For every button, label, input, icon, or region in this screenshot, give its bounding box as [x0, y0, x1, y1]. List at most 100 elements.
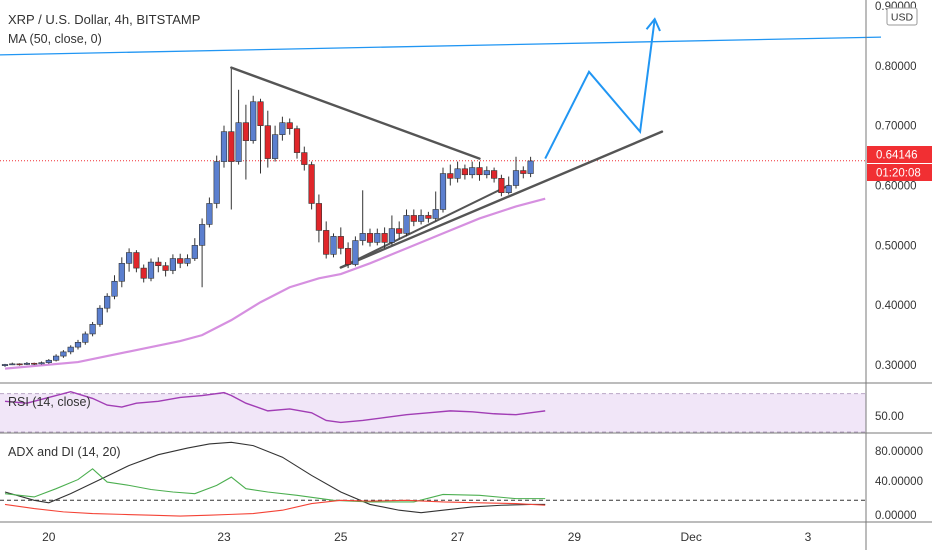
candle-body: [425, 215, 432, 219]
candle-down[interactable]: [177, 253, 184, 269]
candle-up[interactable]: [38, 361, 45, 365]
candle-up[interactable]: [147, 258, 155, 282]
candle-down[interactable]: [315, 194, 323, 243]
candle-down[interactable]: [228, 68, 235, 210]
candle-down[interactable]: [242, 104, 250, 180]
candle-down[interactable]: [301, 146, 308, 171]
candle-up[interactable]: [199, 218, 206, 288]
candle-up[interactable]: [126, 248, 133, 272]
candle-up[interactable]: [169, 254, 177, 275]
candle-down[interactable]: [447, 164, 454, 186]
candle-up[interactable]: [359, 190, 366, 246]
candle-body: [147, 261, 155, 279]
candle-up[interactable]: [439, 167, 447, 213]
candle-down[interactable]: [140, 264, 147, 283]
candle-body: [250, 101, 257, 141]
candle-body: [498, 178, 505, 193]
candle-down[interactable]: [520, 166, 527, 179]
candle-down[interactable]: [410, 209, 417, 227]
candle-down[interactable]: [396, 221, 403, 240]
candle-down[interactable]: [162, 262, 169, 277]
candle-down[interactable]: [461, 164, 469, 180]
candle-up[interactable]: [118, 257, 125, 288]
candle-down[interactable]: [308, 161, 315, 210]
candle-up[interactable]: [60, 350, 67, 358]
candle-up[interactable]: [235, 89, 242, 165]
candle-body: [74, 342, 82, 348]
candle-body: [162, 265, 169, 271]
candle-up[interactable]: [82, 331, 89, 345]
candle-body: [337, 236, 344, 249]
candle-up[interactable]: [403, 209, 410, 237]
currency-badge[interactable]: [886, 7, 918, 26]
candle-down[interactable]: [490, 167, 498, 183]
candle-down[interactable]: [344, 242, 352, 269]
candle-down[interactable]: [381, 227, 388, 249]
candle-up[interactable]: [206, 197, 213, 228]
candle-up[interactable]: [184, 254, 191, 267]
candle-up[interactable]: [89, 321, 96, 337]
candle-up[interactable]: [96, 305, 103, 327]
rsi-line: [4, 390, 546, 424]
candles[interactable]: [1, 68, 534, 367]
candle-up[interactable]: [454, 161, 461, 183]
candle-up[interactable]: [417, 209, 425, 225]
candle-up[interactable]: [191, 238, 198, 261]
candle-body: [308, 164, 315, 204]
candle-down[interactable]: [257, 98, 264, 174]
price-tick-label: 0.60000: [875, 181, 917, 193]
candle-body: [23, 362, 31, 365]
candle-up[interactable]: [45, 359, 52, 364]
candle-body: [184, 258, 191, 264]
candle-down[interactable]: [323, 221, 330, 259]
candle-up[interactable]: [330, 233, 337, 258]
candle-up[interactable]: [469, 161, 476, 179]
candle-body: [323, 230, 330, 255]
rsi-legend[interactable]: RSI (14, close): [8, 395, 91, 409]
candle-up[interactable]: [23, 362, 31, 366]
candle-up[interactable]: [352, 236, 359, 267]
candle-up[interactable]: [279, 116, 286, 141]
candle-down[interactable]: [286, 118, 293, 135]
candle-down[interactable]: [133, 250, 140, 273]
candle-up[interactable]: [527, 156, 534, 178]
candle-body: [89, 324, 96, 335]
candle-down[interactable]: [476, 161, 483, 181]
candle-body: [344, 248, 352, 265]
candle-up[interactable]: [374, 228, 381, 246]
candle-up[interactable]: [74, 339, 82, 350]
candle-up[interactable]: [111, 275, 118, 300]
candle-up[interactable]: [67, 345, 74, 355]
candle-up[interactable]: [213, 155, 220, 209]
candle-up[interactable]: [52, 354, 60, 362]
adx-legend[interactable]: ADX and DI (14, 20): [8, 445, 121, 459]
candle-down[interactable]: [293, 125, 301, 159]
adx-tick-label: 0.00000: [875, 510, 917, 522]
candle-up[interactable]: [1, 363, 9, 367]
candle-down[interactable]: [366, 228, 374, 247]
candle-down[interactable]: [264, 110, 271, 168]
candle-down[interactable]: [155, 257, 162, 273]
candle-down[interactable]: [16, 363, 23, 366]
di-minus-path: [4, 499, 546, 517]
candle-up[interactable]: [483, 166, 490, 179]
candle-up[interactable]: [512, 156, 520, 189]
time-axis[interactable]: 20 23 25 27 29 Dec 3: [42, 530, 812, 544]
ma-legend[interactable]: MA (50, close, 0): [8, 32, 102, 46]
price-axis[interactable]: 0.900000.800000.700000.600000.500000.400…: [875, 1, 917, 372]
candle-up[interactable]: [432, 191, 439, 222]
candle-up[interactable]: [250, 95, 257, 144]
candle-up[interactable]: [220, 125, 228, 168]
candle-body: [520, 170, 527, 174]
candle-up[interactable]: [388, 215, 396, 246]
candle-down[interactable]: [31, 362, 38, 366]
candle-up[interactable]: [505, 176, 512, 195]
candle-up[interactable]: [271, 125, 279, 162]
candle-down[interactable]: [425, 211, 432, 223]
candle-body: [126, 252, 133, 264]
candle-down[interactable]: [337, 227, 344, 255]
candle-down[interactable]: [498, 174, 505, 197]
candle-up[interactable]: [9, 362, 16, 366]
candle-up[interactable]: [104, 293, 111, 313]
